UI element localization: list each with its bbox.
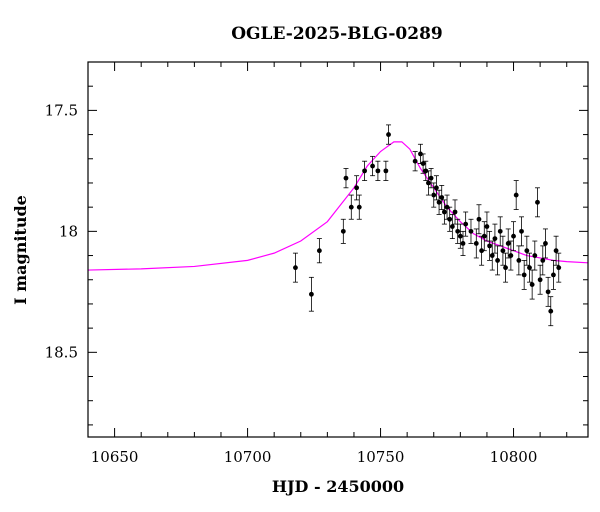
y-tick-label: 18 bbox=[59, 222, 78, 240]
plot-frame bbox=[87, 61, 589, 438]
data-point bbox=[316, 248, 322, 254]
data-point bbox=[524, 248, 530, 254]
data-point bbox=[511, 233, 516, 239]
data-point bbox=[529, 282, 535, 287]
data-point bbox=[521, 272, 527, 278]
data-point bbox=[423, 168, 429, 174]
data-point bbox=[556, 265, 562, 271]
data-point bbox=[481, 233, 487, 239]
data-point bbox=[441, 209, 447, 215]
data-point bbox=[463, 221, 469, 227]
data-point bbox=[452, 209, 458, 215]
data-point bbox=[340, 228, 346, 234]
data-points-layer bbox=[292, 124, 562, 327]
data-point bbox=[553, 248, 559, 254]
data-point bbox=[431, 192, 437, 198]
data-point bbox=[428, 175, 434, 181]
data-point bbox=[447, 216, 453, 222]
data-point bbox=[516, 257, 522, 263]
y-tick-label: 18.5 bbox=[45, 343, 78, 361]
data-point bbox=[545, 289, 551, 295]
data-point bbox=[548, 308, 554, 314]
axis-ticks-layer: 10650 10700 10750 10800 17.5 18 18.5 bbox=[45, 61, 588, 466]
x-tick-label: 10700 bbox=[224, 448, 272, 466]
data-point bbox=[543, 241, 548, 246]
data-point bbox=[426, 180, 431, 186]
data-point bbox=[489, 253, 495, 258]
data-point bbox=[436, 199, 442, 205]
data-point bbox=[479, 248, 485, 254]
data-point bbox=[540, 257, 546, 263]
data-point bbox=[434, 185, 439, 191]
data-point bbox=[535, 199, 540, 205]
data-point bbox=[508, 253, 514, 258]
data-point bbox=[293, 265, 298, 271]
data-point bbox=[492, 236, 498, 242]
data-point bbox=[505, 241, 511, 246]
data-point bbox=[362, 168, 367, 174]
data-point bbox=[497, 228, 503, 234]
data-point bbox=[487, 243, 492, 249]
data-point bbox=[457, 233, 463, 239]
data-point bbox=[420, 161, 426, 167]
data-point bbox=[551, 272, 556, 278]
data-point bbox=[513, 192, 519, 198]
data-point bbox=[484, 224, 490, 229]
data-point bbox=[532, 253, 538, 258]
data-point bbox=[354, 185, 360, 191]
data-point bbox=[356, 204, 362, 210]
data-point bbox=[343, 175, 349, 181]
data-point bbox=[309, 291, 314, 297]
data-point bbox=[449, 224, 455, 229]
chart-title: OGLE-2025-BLG-0289 bbox=[231, 24, 443, 44]
data-point bbox=[418, 151, 423, 157]
x-tick-label: 10750 bbox=[357, 448, 405, 466]
x-tick-label: 10650 bbox=[91, 448, 139, 466]
data-point bbox=[500, 248, 506, 254]
data-point bbox=[439, 195, 445, 200]
data-point bbox=[476, 216, 482, 222]
data-point bbox=[444, 204, 450, 210]
data-point bbox=[503, 265, 508, 271]
data-point bbox=[370, 163, 375, 169]
data-point bbox=[537, 277, 543, 283]
x-tick-label: 10800 bbox=[490, 448, 538, 466]
data-point bbox=[519, 228, 524, 234]
data-point bbox=[348, 204, 354, 210]
data-point bbox=[473, 241, 479, 246]
data-point bbox=[455, 228, 461, 234]
data-point bbox=[527, 265, 532, 271]
data-point bbox=[375, 168, 381, 174]
data-point bbox=[412, 158, 418, 164]
data-point bbox=[383, 168, 389, 174]
data-point bbox=[386, 132, 391, 137]
y-axis-label: I magnitude bbox=[11, 195, 30, 305]
data-point bbox=[468, 228, 474, 234]
x-axis-label: HJD - 2450000 bbox=[272, 477, 404, 496]
data-point bbox=[460, 241, 466, 246]
data-point bbox=[495, 257, 500, 263]
y-tick-label: 17.5 bbox=[45, 101, 78, 119]
